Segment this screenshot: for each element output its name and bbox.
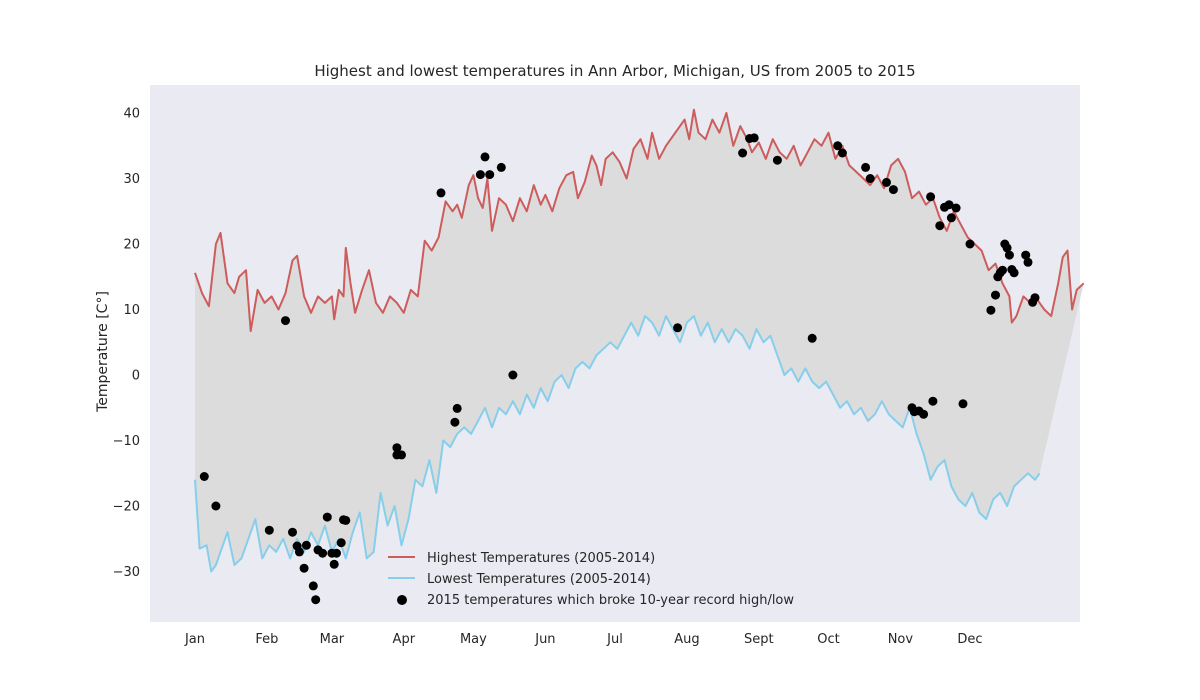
y-tick-label: 20 [123,238,140,253]
record-point [1004,250,1014,260]
x-tick-label: Mar [320,632,345,647]
record-point [919,409,929,419]
record-point [436,188,446,198]
record-point [392,443,402,453]
record-points [199,133,1040,605]
record-point [288,527,297,537]
record-point [935,221,945,231]
record-point [673,323,683,333]
record-point [211,501,221,511]
y-axis-ticks: −30 −20 −10 0 10 20 30 40 [113,107,140,581]
record-point [861,162,871,172]
record-point [301,540,311,550]
x-tick-label: Feb [255,632,278,647]
x-axis-ticks: Jan Feb Mar Apr May Jun Jul Aug Sept Oct Nov Dec [184,632,983,647]
record-point [772,155,782,165]
record-point [1009,268,1019,278]
record-point [308,581,318,591]
legend-swatch-record [397,595,407,605]
record-point [199,472,209,481]
record-point [951,203,961,213]
record-point [928,396,938,406]
record-point [998,265,1007,275]
record-point [294,547,304,557]
record-point [475,170,485,180]
record-point [926,192,936,202]
chart-title: Highest and lowest temperatures in Ann A… [314,62,915,80]
record-point [1023,257,1033,267]
record-point [888,185,898,195]
record-point [865,174,875,183]
record-point [281,316,290,326]
legend-label-highest: Highest Temperatures (2005-2014) [427,551,655,566]
record-point [807,333,817,343]
record-point [336,538,346,548]
record-point [882,177,891,187]
record-point [485,170,495,180]
record-point [991,290,1000,300]
series-line-lowest-temperatures [194,315,1041,573]
record-point [965,239,975,249]
legend-label-record: 2015 temperatures which broke 10-year re… [427,593,794,608]
record-point [311,595,321,605]
x-tick-label: Dec [957,632,982,647]
x-tick-label: Aug [674,632,699,647]
y-tick-label: 0 [132,369,140,384]
x-tick-label: Jan [184,632,205,647]
x-tick-label: Jun [534,632,555,647]
x-tick-label: Jul [606,632,623,647]
y-tick-label: −10 [113,434,140,449]
y-tick-label: 10 [123,303,140,318]
record-point [450,417,460,427]
record-point [264,525,274,535]
x-tick-label: Apr [393,632,416,647]
record-point [1021,250,1031,260]
record-point [749,133,759,143]
record-point [322,512,332,522]
record-point [738,148,748,158]
record-point [986,305,996,315]
y-tick-label: −30 [113,565,140,580]
record-point [496,162,506,172]
record-point [508,370,518,380]
y-tick-label: 40 [123,107,140,122]
record-point [452,403,462,413]
legend: Highest Temperatures (2005-2014) Lowest … [388,551,794,608]
record-point [833,141,843,151]
record-point [341,515,351,525]
x-tick-label: Sept [744,632,774,647]
legend-label-lowest: Lowest Temperatures (2005-2014) [427,572,651,587]
record-point [946,213,956,223]
x-tick-label: May [460,632,487,647]
record-point [318,548,328,558]
record-point [837,148,847,158]
x-tick-label: Oct [817,632,839,647]
record-point [397,450,406,460]
record-point [958,399,968,409]
record-point [1030,293,1040,303]
record-point [299,563,309,573]
record-point [332,548,341,558]
y-tick-label: −20 [113,500,140,515]
record-point [1002,243,1012,253]
record-point [944,200,954,210]
y-axis-label: Temperature [C°] [95,291,111,413]
record-point [329,559,339,569]
high-low-band [195,109,1084,572]
record-point [480,152,490,162]
y-tick-label: 30 [123,172,140,187]
x-tick-label: Nov [888,632,914,647]
